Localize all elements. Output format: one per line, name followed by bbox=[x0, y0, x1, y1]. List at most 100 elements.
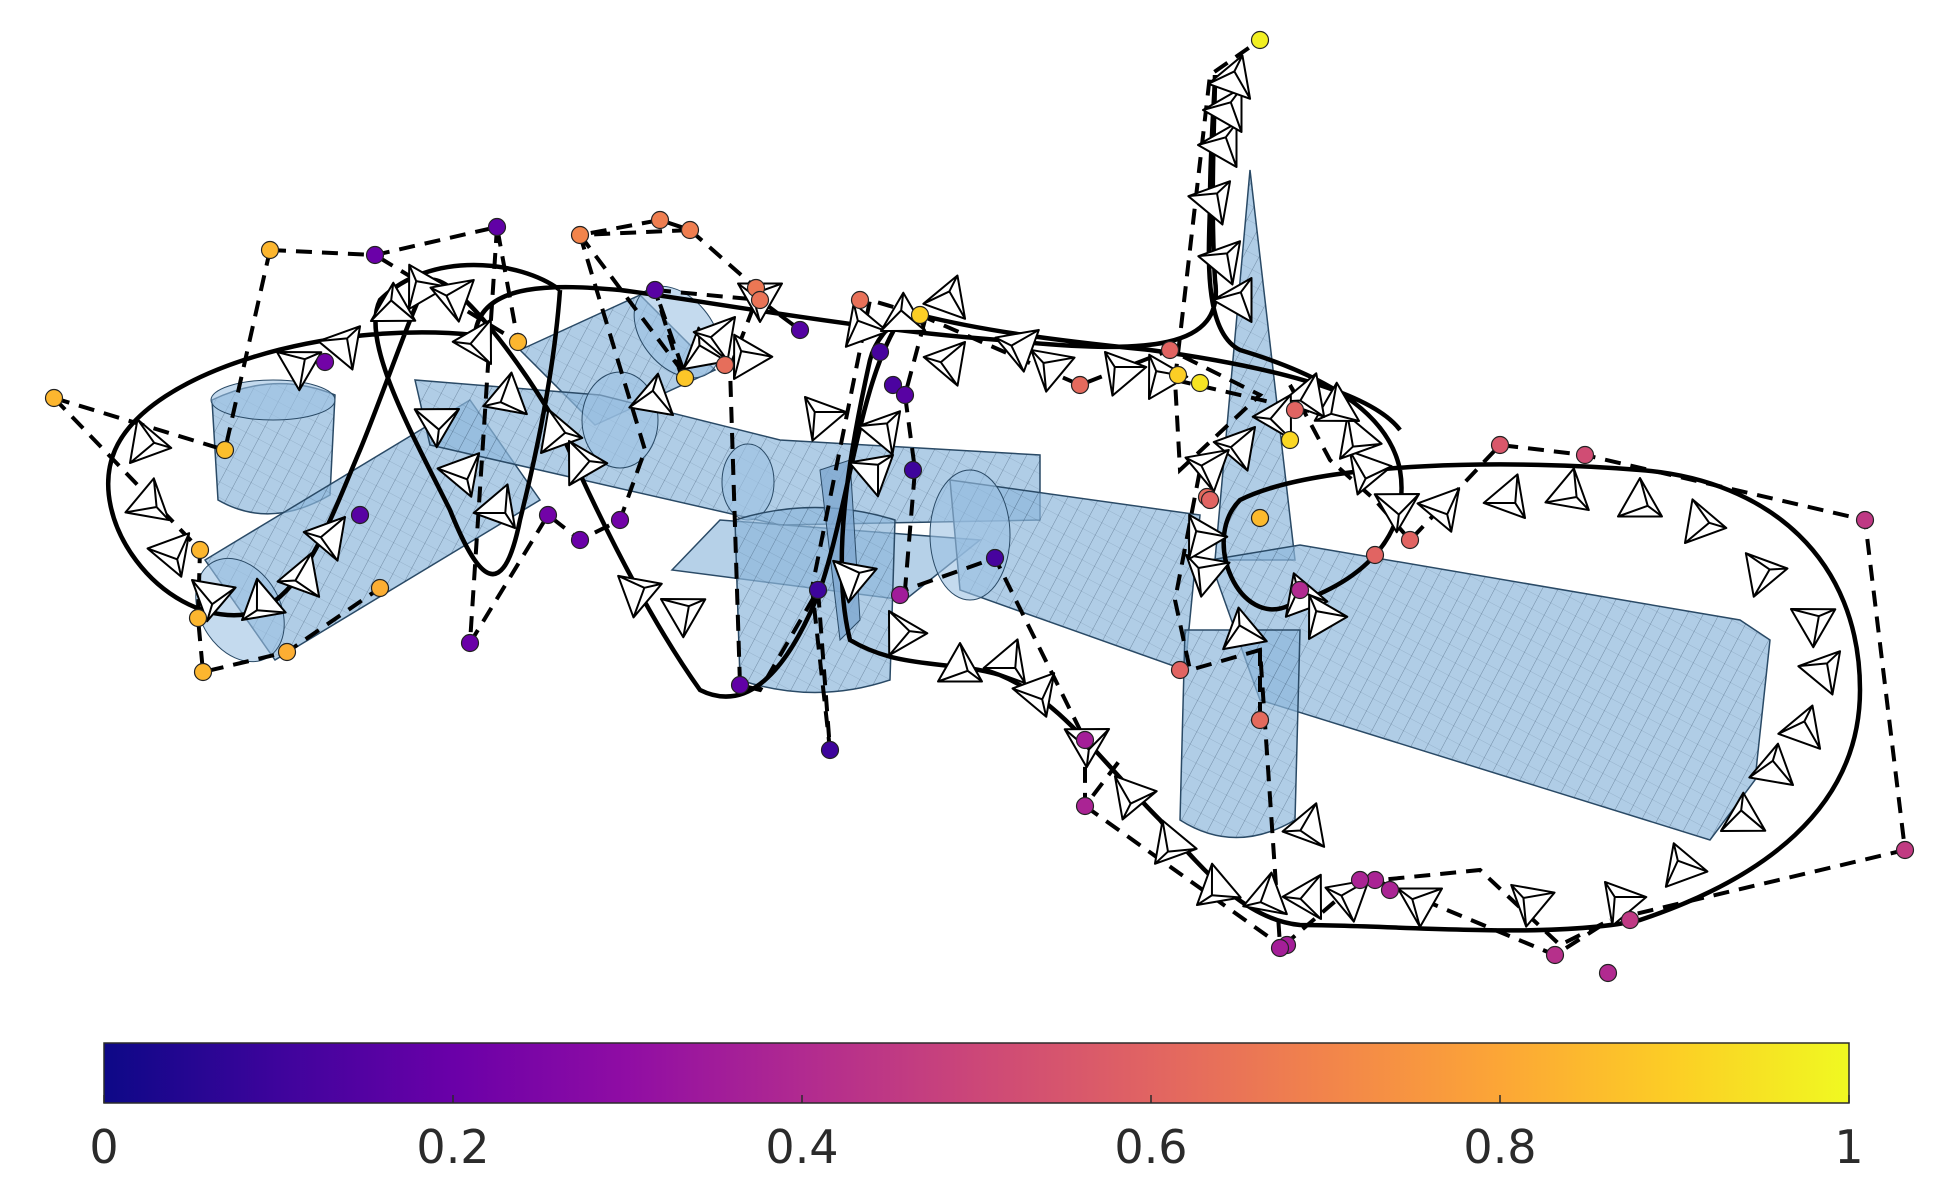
waypoint-marker bbox=[570, 530, 590, 550]
camera-frustum-icon bbox=[1197, 122, 1238, 168]
camera-frustum-icon bbox=[1308, 593, 1349, 641]
camera-frustum-icon bbox=[190, 578, 237, 623]
camera-frustum-icon bbox=[408, 263, 449, 311]
camera-frustum-icon bbox=[1251, 393, 1292, 441]
waypoint-marker bbox=[910, 305, 930, 325]
waypoint-marker bbox=[1250, 30, 1270, 50]
waypoint-marker bbox=[1290, 580, 1310, 600]
camera-frustum-icon bbox=[1777, 704, 1822, 750]
camera-frustum-icon bbox=[1188, 513, 1229, 561]
camera-frustum-icon bbox=[1748, 742, 1795, 787]
camera-frustum-icon bbox=[1195, 862, 1242, 907]
camera-frustum-icon bbox=[146, 532, 191, 578]
camera-frustum-icon bbox=[369, 281, 417, 322]
colorbar-tick-label: 0.4 bbox=[765, 1120, 838, 1174]
camera-frustums-group bbox=[124, 54, 1842, 928]
camera-frustum-icon bbox=[1030, 348, 1076, 393]
camera-frustum-icon bbox=[937, 642, 983, 683]
camera-frustum-icon bbox=[922, 274, 967, 320]
camera-frustum-icon bbox=[568, 439, 609, 487]
waypoint-marker bbox=[1280, 430, 1300, 450]
camera-frustum-icon bbox=[436, 452, 481, 498]
camera-frustum-icon bbox=[1153, 819, 1198, 865]
colorbar: 0 0.2 0.4 0.6 0.8 1 bbox=[89, 1042, 1864, 1174]
obstacles-group bbox=[195, 169, 1771, 841]
camera-frustum-icon bbox=[1338, 414, 1383, 460]
waypoint-marker bbox=[750, 290, 770, 310]
waypoint-marker bbox=[1855, 510, 1875, 530]
waypoint-marker bbox=[610, 510, 630, 530]
waypoint-marker bbox=[190, 540, 210, 560]
camera-frustum-icon bbox=[1202, 87, 1243, 133]
waypoint-marker bbox=[570, 225, 590, 245]
waypoint-marker bbox=[870, 342, 890, 362]
waypoint-marker bbox=[315, 352, 335, 372]
waypoint-marker bbox=[715, 355, 735, 375]
camera-frustum-icon bbox=[1187, 180, 1232, 226]
waypoint-marker bbox=[790, 320, 810, 340]
waypoints-group bbox=[44, 30, 1915, 983]
camera-frustum-icon bbox=[692, 315, 737, 362]
camera-frustum-icon bbox=[1416, 487, 1461, 533]
camera-frustum-icon bbox=[482, 371, 528, 416]
waypoint-marker bbox=[1895, 840, 1915, 860]
waypoint-marker bbox=[277, 642, 297, 662]
camera-frustum-icon bbox=[1212, 425, 1257, 472]
waypoint-marker bbox=[1380, 880, 1400, 900]
camera-frustum-icon bbox=[994, 328, 1040, 373]
camera-frustum-icon bbox=[413, 408, 461, 449]
waypoint-marker bbox=[820, 740, 840, 760]
camera-frustum-icon bbox=[1212, 277, 1253, 323]
camera-frustum-icon bbox=[1683, 498, 1728, 545]
camera-frustum-icon bbox=[617, 574, 663, 619]
obstacle-cylinder-left-upright bbox=[210, 379, 336, 515]
waypoint-marker bbox=[1190, 373, 1210, 393]
obstacle-cylinder-bottom-upright bbox=[1179, 629, 1301, 839]
camera-frustum-icon bbox=[429, 278, 475, 323]
waypoint-marker bbox=[1250, 710, 1270, 730]
waypoint-marker bbox=[460, 633, 480, 653]
waypoint-marker bbox=[730, 675, 750, 695]
camera-frustum-icon bbox=[1281, 873, 1322, 921]
waypoint-marker bbox=[985, 548, 1005, 568]
camera-frustum-icon bbox=[1113, 775, 1158, 821]
camera-frustum-icon bbox=[1744, 552, 1789, 598]
waypoint-marker bbox=[903, 460, 923, 480]
waypoint-marker bbox=[365, 245, 385, 265]
waypoint-marker bbox=[680, 220, 700, 240]
camera-frustum-icon bbox=[628, 372, 675, 417]
camera-frustum-icon bbox=[1242, 871, 1288, 916]
waypoint-marker bbox=[1168, 365, 1188, 385]
waypoint-marker bbox=[650, 210, 670, 230]
camera-frustum-icon bbox=[472, 483, 517, 530]
waypoint-marker bbox=[350, 505, 370, 525]
camera-frustum-icon bbox=[1482, 473, 1527, 520]
camera-frustum-icon bbox=[317, 325, 362, 371]
camera-frustum-icon bbox=[1185, 553, 1231, 598]
camera-frustum-icon bbox=[1207, 54, 1252, 100]
waypoint-marker bbox=[1350, 870, 1370, 890]
waypoint-marker bbox=[850, 290, 870, 310]
camera-frustum-icon bbox=[451, 318, 492, 366]
waypoint-marker bbox=[215, 440, 235, 460]
colorbar-ticks: 0 0.2 0.4 0.6 0.8 1 bbox=[89, 1095, 1864, 1174]
waypoint-marker bbox=[1075, 730, 1095, 750]
waypoint-marker bbox=[1365, 545, 1385, 565]
camera-frustum-icon bbox=[1324, 878, 1370, 923]
waypoint-marker bbox=[538, 505, 558, 525]
colorbar-tick-label: 1 bbox=[1834, 1120, 1863, 1174]
colorbar-tick-label: 0 bbox=[89, 1120, 118, 1174]
camera-frustum-icon bbox=[1313, 381, 1361, 422]
camera-frustum-icon bbox=[1617, 477, 1663, 518]
waypoint-marker bbox=[890, 585, 910, 605]
waypoint-marker bbox=[1598, 963, 1618, 983]
camera-frustum-icon bbox=[1103, 350, 1148, 397]
waypoint-marker bbox=[808, 580, 828, 600]
camera-frustum-icon bbox=[275, 351, 323, 392]
camera-frustum-icon bbox=[1222, 606, 1268, 651]
camera-frustum-icon bbox=[302, 515, 347, 562]
waypoint-marker bbox=[1270, 938, 1290, 958]
waypoint-marker bbox=[1170, 660, 1190, 680]
waypoint-marker bbox=[44, 388, 64, 408]
